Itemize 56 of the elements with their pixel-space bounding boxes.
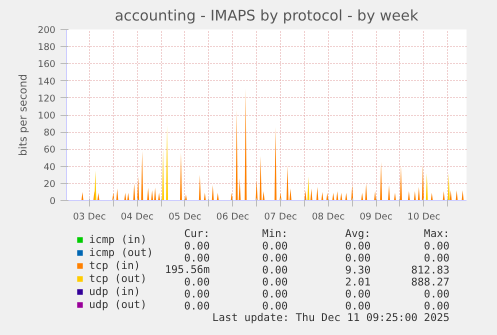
text: Last update: Thu Dec 11 09:25:00 2025 (212, 311, 450, 324)
x-tick-label: 10 Dec (407, 212, 440, 222)
text: 812.83 (411, 264, 450, 276)
text: 0.00 (424, 300, 450, 312)
x-tick-label: 05 Dec (168, 212, 202, 222)
legend-label: icmp (in) (89, 233, 147, 246)
text: 0.00 (184, 300, 210, 312)
x-tick-label: 09 Dec (360, 212, 393, 222)
x-tick-label: 03 Dec (72, 212, 106, 222)
text: 0.00 (262, 288, 288, 300)
text: 0.00 (262, 252, 288, 264)
text: 0.00 (184, 252, 210, 264)
y-tick-label: 180 (38, 42, 56, 54)
text: 195.56m (164, 263, 210, 276)
text: Cur: (184, 227, 210, 240)
y-tick-label: 20 (44, 178, 56, 190)
text: 0.00 (345, 288, 371, 300)
legend-label: udp (out) (89, 298, 147, 311)
text: 0.00 (424, 240, 450, 252)
text: Max: (424, 227, 450, 240)
text: Min: (262, 227, 288, 240)
text: 0.00 (184, 276, 210, 288)
y-tick-label: 60 (44, 144, 56, 156)
text: 0.00 (345, 240, 371, 252)
y-tick-label: 100 (38, 110, 56, 122)
x-tick-label: 07 Dec (264, 212, 297, 222)
x-tick-label: 04 Dec (120, 212, 154, 222)
text: 0.00 (184, 288, 210, 300)
y-tick-label: 160 (38, 59, 56, 70)
legend-label: tcp (in) (89, 259, 140, 272)
text: 0.00 (424, 252, 450, 264)
y-tick-label: 120 (38, 93, 56, 104)
text: Avg: (345, 227, 371, 240)
y-tick-label: 200 (38, 25, 56, 36)
text: 0.00 (262, 276, 288, 288)
text: 0.00 (345, 300, 371, 312)
text: 9.30 (345, 264, 371, 276)
legend-label: icmp (out) (89, 246, 154, 259)
y-tick-label: 0 (50, 196, 56, 207)
text: 0.00 (262, 264, 288, 276)
y-tick-label: 40 (44, 162, 56, 173)
text: 0.00 (262, 240, 288, 252)
chart-title: accounting - IMAPS by protocol - by week (114, 8, 419, 24)
legend-label: tcp (out) (89, 272, 147, 285)
y-tick-label: 80 (44, 128, 56, 139)
legend-label: udp (in) (89, 285, 140, 298)
x-tick-label: 08 Dec (312, 212, 345, 222)
y-axis-title: bits per second (16, 74, 30, 156)
text: 0.00 (184, 240, 210, 252)
text: 0.00 (345, 252, 371, 264)
text: 0.00 (424, 288, 450, 300)
text: 0.00 (262, 300, 288, 312)
y-tick-label: 140 (38, 76, 56, 88)
text: 888.27 (411, 276, 450, 288)
text: 2.01 (345, 276, 371, 288)
x-tick-label: 06 Dec (216, 212, 250, 222)
